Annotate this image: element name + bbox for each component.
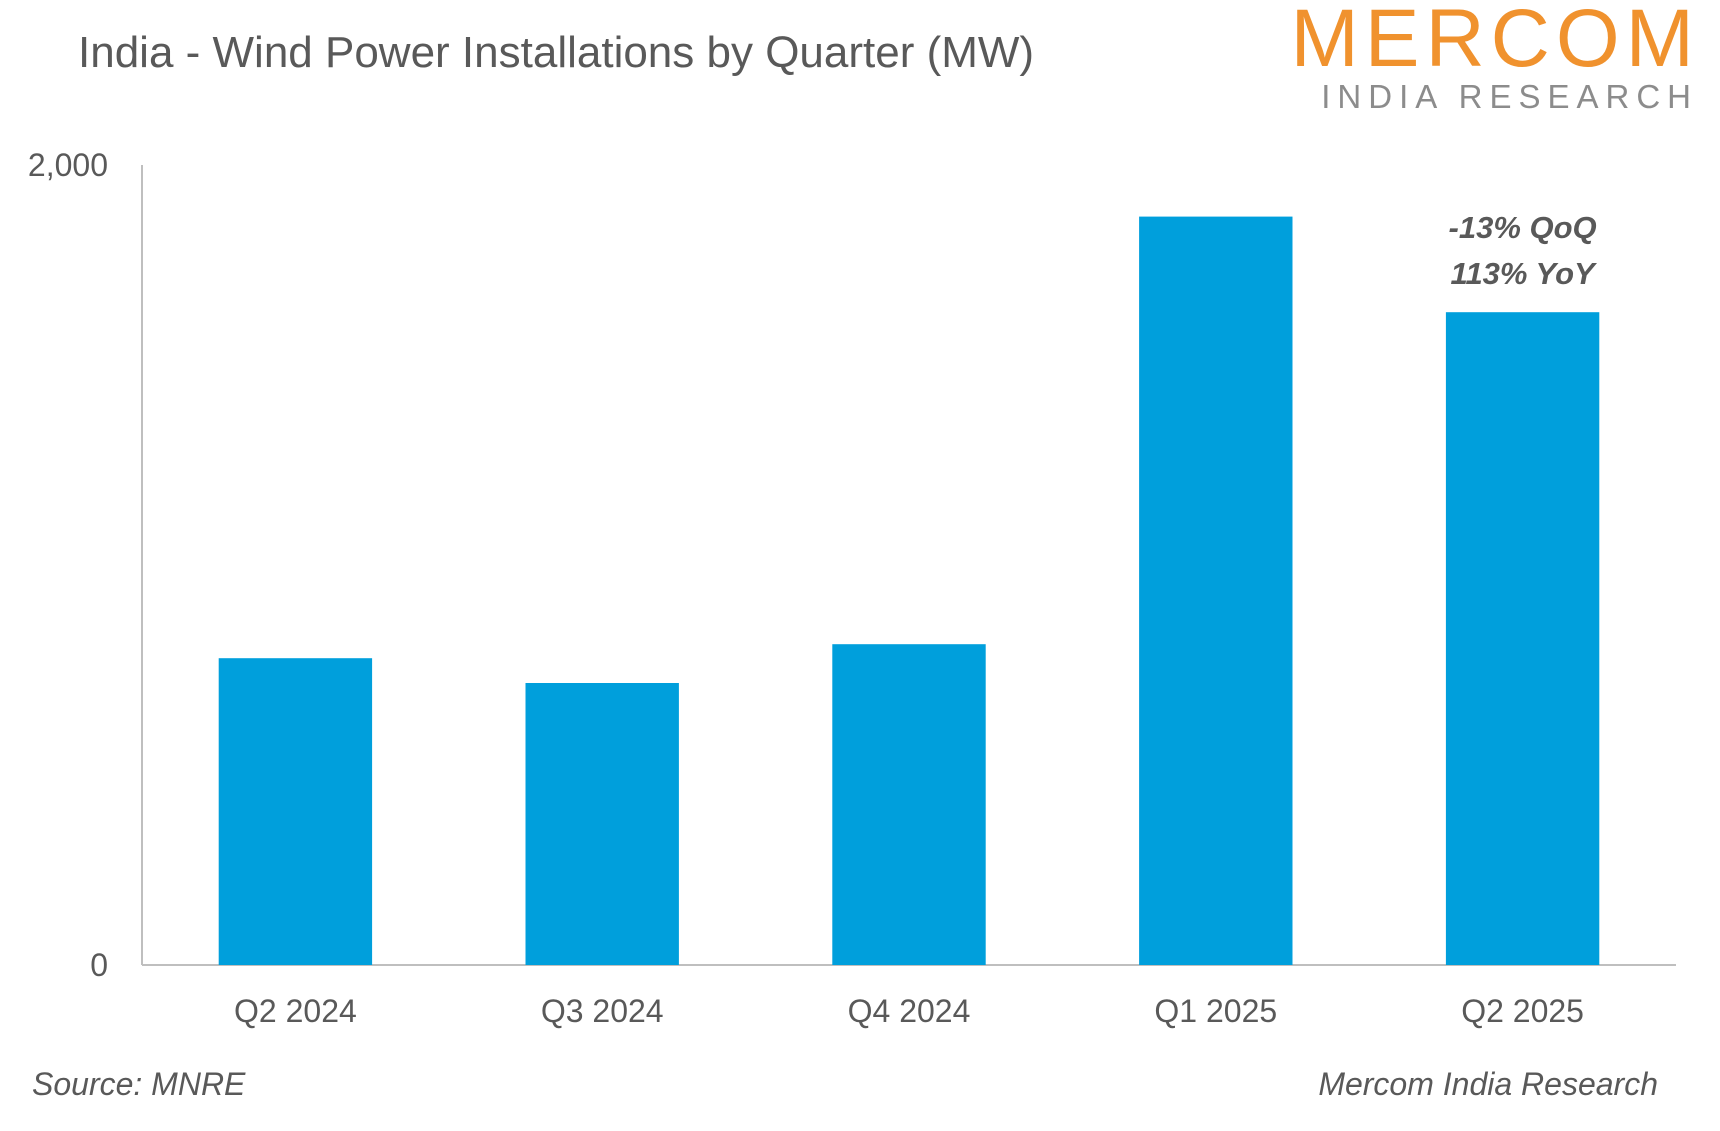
bar-q2-2025 (1445, 312, 1600, 965)
bar-q1-2025 (1139, 216, 1293, 966)
x-tick-label: Q4 2024 (848, 993, 971, 1029)
x-tick-label: Q2 2025 (1461, 993, 1584, 1029)
bar-annotation: 113% YoY (1451, 256, 1599, 291)
bar-group (218, 216, 1600, 966)
x-tick-label: Q3 2024 (541, 993, 664, 1029)
bar-annotation: -13% QoQ (1449, 210, 1597, 245)
bar-q3-2024 (525, 683, 679, 965)
mercom-logo-subtitle: INDIA RESEARCH (1321, 78, 1698, 115)
bar-q2-2024 (218, 658, 373, 965)
source-note: Source: MNRE (32, 1066, 246, 1102)
y-tick-label: 2,000 (28, 147, 108, 183)
chart-title: India - Wind Power Installations by Quar… (78, 28, 1035, 77)
y-tick-label: 0 (90, 947, 108, 983)
x-tick-label: Q1 2025 (1154, 993, 1277, 1029)
mercom-logo: MERCOM (1290, 0, 1700, 84)
label-group: 0 2,000 Q2 2024 Q3 2024 Q4 2024 Q1 2025 Q2 202… (28, 147, 1598, 1029)
x-tick-label: Q2 2024 (234, 993, 357, 1029)
bar-q4-2024 (832, 644, 986, 965)
credit-note: Mercom India Research (1318, 1066, 1658, 1102)
